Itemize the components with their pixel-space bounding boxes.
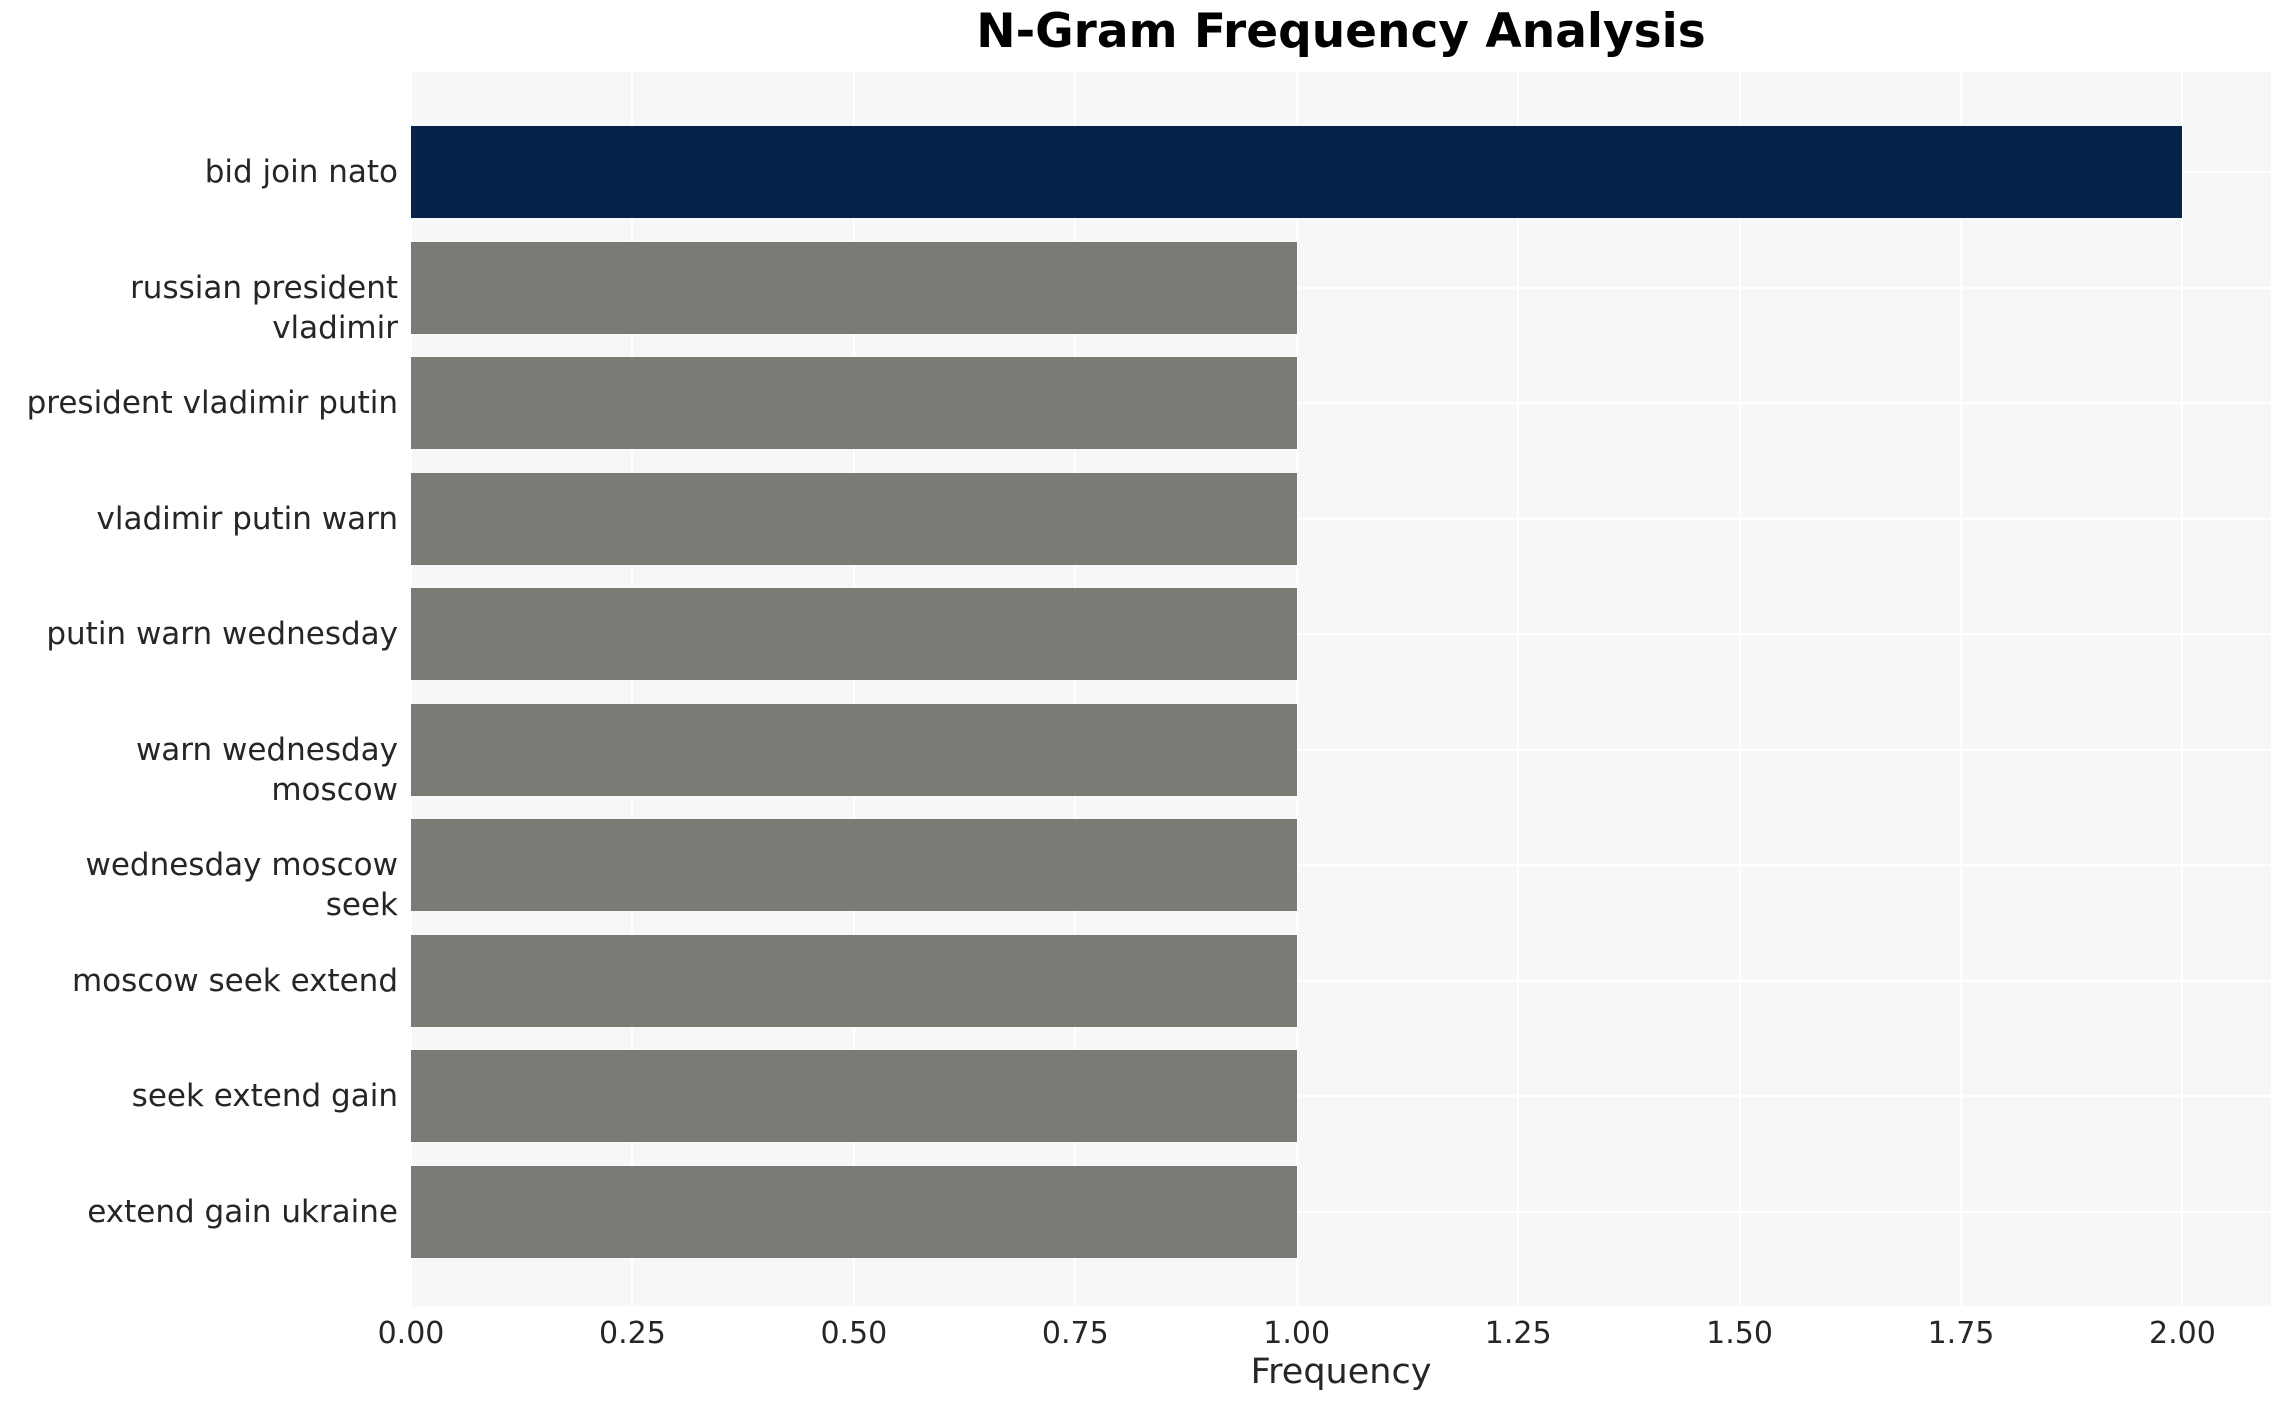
gridline-y bbox=[411, 402, 2271, 404]
ytick-label: russian president vladimir bbox=[130, 269, 398, 346]
xtick-label: 1.50 bbox=[1706, 1316, 1773, 1351]
xtick-label: 1.75 bbox=[1927, 1316, 1995, 1351]
gridline-x-1.75 bbox=[1960, 72, 1962, 1306]
ytick-label: bid join nato bbox=[204, 154, 398, 190]
ytick-label: vladimir putin warn bbox=[96, 500, 398, 537]
gridline-x-2.00 bbox=[2181, 72, 2184, 1306]
gridline-x-0.50 bbox=[852, 72, 855, 1306]
bar-extend-gain-ukraine bbox=[411, 1165, 1297, 1258]
gridline-y bbox=[411, 517, 2271, 520]
x-axis-title: Frequency bbox=[1250, 1352, 1432, 1392]
gridline-x-0.00 bbox=[411, 72, 412, 1306]
ytick-label: extend gain ukraine bbox=[87, 1193, 398, 1230]
xtick-label: 0.00 bbox=[377, 1316, 445, 1351]
bar-bid-join-nato bbox=[411, 126, 2183, 218]
gridline-x-0.75 bbox=[1074, 72, 1077, 1306]
gridline-x-1.50 bbox=[1738, 72, 1741, 1306]
xtick-label: 1.25 bbox=[1484, 1316, 1552, 1351]
ytick-label: moscow seek extend bbox=[71, 962, 398, 999]
bar-seek-extend-gain bbox=[411, 1050, 1297, 1142]
xtick-label: 0.50 bbox=[820, 1316, 888, 1351]
gridline-x-0.25 bbox=[631, 72, 634, 1306]
xtick-label: 1.00 bbox=[1263, 1316, 1331, 1351]
gridline-y bbox=[411, 748, 2271, 751]
ytick-label: warn wednesday moscow bbox=[135, 731, 398, 808]
chart-title: N-Gram Frequency Analysis bbox=[976, 4, 1706, 59]
gridline-y bbox=[411, 286, 2271, 289]
plot-area bbox=[411, 72, 2271, 1306]
gridline-y bbox=[411, 979, 2271, 982]
bar-russian-president-vladimir bbox=[411, 241, 1297, 334]
xtick-label: 0.75 bbox=[1041, 1316, 1109, 1351]
bar-warn-wednesday-moscow bbox=[411, 703, 1297, 796]
gridline-x-1.00 bbox=[1295, 72, 1298, 1306]
xtick-label: 0.25 bbox=[599, 1316, 666, 1351]
bar-wednesday-moscow-seek bbox=[411, 819, 1297, 911]
gridline-y bbox=[411, 864, 2271, 866]
bar-putin-warn-wednesday bbox=[411, 588, 1297, 680]
gridline-y bbox=[411, 1210, 2271, 1213]
bar-vladimir-putin-warn bbox=[411, 472, 1297, 565]
gridline-y bbox=[411, 633, 2271, 635]
ytick-label: seek extend gain bbox=[131, 1078, 398, 1114]
ytick-label: putin warn wednesday bbox=[46, 616, 398, 652]
gridline-y bbox=[411, 1095, 2271, 1097]
bar-moscow-seek-extend bbox=[411, 934, 1297, 1027]
gridline-x-1.25 bbox=[1517, 72, 1520, 1306]
bar-president-vladimir-putin bbox=[411, 357, 1297, 449]
xtick-label: 2.00 bbox=[2149, 1316, 2216, 1351]
ytick-label: president vladimir putin bbox=[26, 385, 398, 421]
ytick-label: wednesday moscow seek bbox=[85, 847, 398, 923]
